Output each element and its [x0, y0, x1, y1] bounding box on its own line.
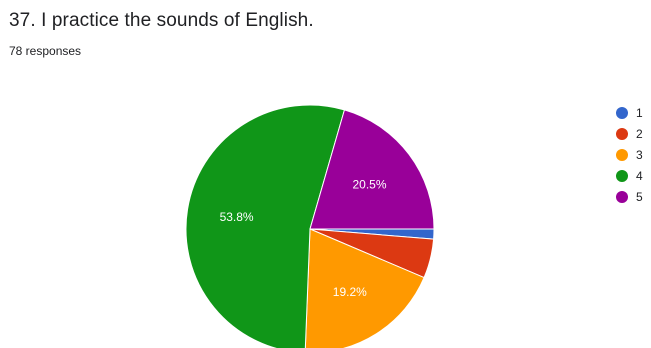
pie-slice-5: [309, 109, 435, 230]
legend-label-5: 5: [636, 189, 643, 204]
legend-label-2: 2: [636, 126, 643, 141]
question-title: 37. I practice the sounds of English.: [9, 10, 314, 31]
legend-item-2: 2: [616, 123, 643, 144]
legend-item-4: 4: [616, 165, 643, 186]
chart-legend: 1 2 3 4 5: [616, 102, 643, 207]
response-count: 78 responses: [9, 44, 82, 58]
slice-label-5: 20.5%: [352, 177, 386, 191]
legend-swatch-2: [616, 127, 628, 140]
legend-swatch-5: [616, 190, 628, 203]
legend-item-1: 1: [616, 102, 643, 123]
slice-label-4: 53.8%: [220, 210, 254, 224]
pie-slice-4: [185, 104, 346, 348]
legend-label-1: 1: [636, 105, 643, 120]
legend-swatch-3: [616, 148, 628, 161]
legend-swatch-1: [616, 106, 628, 119]
legend-swatch-4: [616, 169, 628, 182]
pie-slice-3: [304, 228, 425, 348]
legend-label-4: 4: [636, 168, 643, 183]
legend-label-3: 3: [636, 147, 643, 162]
legend-item-3: 3: [616, 144, 643, 165]
legend-item-5: 5: [616, 186, 643, 207]
slice-label-3: 19.2%: [333, 285, 367, 299]
